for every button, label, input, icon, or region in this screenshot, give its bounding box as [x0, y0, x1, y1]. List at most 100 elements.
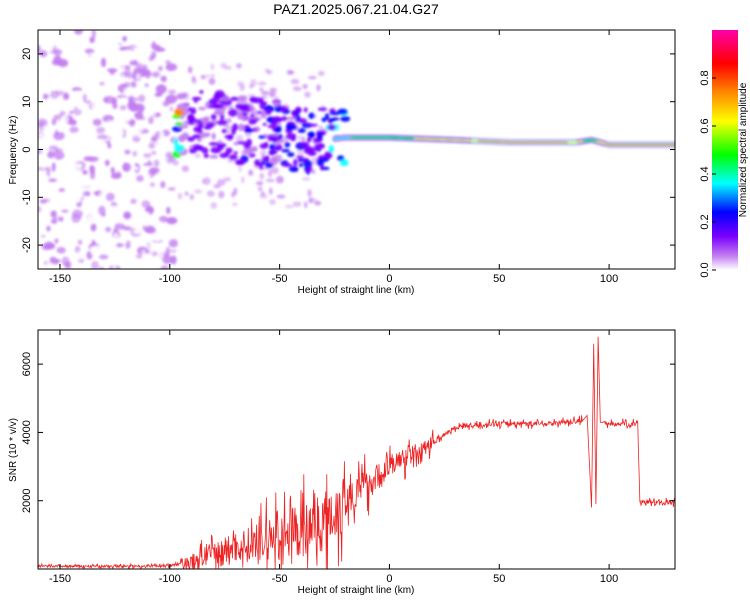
spectrogram-ridge-blob — [297, 158, 303, 163]
spectrogram-noise-blob — [69, 110, 74, 114]
spectrogram-noise-blob — [107, 86, 115, 93]
spectrogram-noise-blob — [166, 160, 174, 165]
spectrogram-noise-blob — [191, 78, 197, 84]
y-tick-label: 0 — [21, 146, 33, 152]
spectrogram-noise-blob — [123, 87, 133, 97]
spectrogram-ridge-blob — [173, 138, 179, 146]
spectrogram-noise-blob — [71, 263, 81, 269]
spectrogram-ridge-blob — [228, 108, 238, 117]
colorbar-tick-label: 0.0 — [699, 262, 711, 277]
spectrogram-noise-blob — [118, 113, 131, 124]
spectrogram-ridge-blob — [174, 108, 184, 116]
spectrogram-noise-blob — [189, 194, 194, 200]
spectrogram-noise-blob — [130, 32, 141, 37]
spectrogram-y-axis: 20 10 0 -10 -20 — [21, 48, 675, 253]
spectrogram-noise-blob — [106, 61, 119, 65]
spectrogram-noise-blob — [134, 86, 146, 91]
spectrogram-noise-blob — [304, 92, 311, 98]
spectrogram-noise-blob — [105, 192, 115, 202]
spectrogram-noise-blob — [48, 178, 58, 183]
spectrogram-noise-blob — [55, 254, 63, 259]
spectrogram-noise-blob — [260, 149, 267, 157]
spectrogram-noise-blob — [96, 126, 106, 134]
spectrogram-ridge-blob — [340, 159, 349, 167]
spectrogram-noise-blob — [104, 159, 110, 167]
spectrogram-noise-blob — [138, 211, 150, 217]
spectrogram-noise-blob — [90, 223, 97, 232]
spectrogram-noise-blob — [70, 65, 82, 72]
spectrogram-noise-blob — [203, 177, 211, 186]
spectrogram-noise-blob — [82, 222, 88, 232]
spectrogram-ridge-blob — [208, 142, 219, 146]
spectrogram-ridge-blob — [192, 134, 201, 139]
spectrogram-noise-blob — [82, 93, 87, 103]
spectrogram-noise-blob — [297, 135, 304, 141]
spectrogram-ridge-blob — [321, 157, 329, 162]
spectrogram-noise-blob — [64, 261, 70, 268]
spectrogram-noise-blob — [160, 265, 170, 269]
spectrogram-noise-blob — [75, 251, 85, 261]
spectrogram-noise-blob — [169, 219, 178, 223]
spectrogram-noise-blob — [160, 156, 170, 160]
spectrogram-ridge-blob — [271, 116, 282, 123]
snr-y-axis: 2000 4000 6000 — [21, 352, 675, 513]
spectrogram-ridge-blob — [297, 118, 308, 124]
spectrogram-noise-blob — [134, 186, 139, 190]
spectrogram-noise-blob — [232, 202, 238, 206]
spectrogram-noise-blob — [110, 173, 122, 180]
spectrogram-noise-blob — [143, 153, 152, 158]
spectrogram-noise-blob — [41, 243, 51, 251]
spectrogram-noise-blob — [122, 211, 131, 220]
spectrogram-noise-blob — [314, 200, 322, 206]
spectrogram-noise-blob — [57, 226, 63, 231]
spectrogram-noise-blob — [159, 130, 165, 141]
spectrogram-noise-blob — [151, 71, 161, 78]
spectrogram-noise-blob — [135, 62, 142, 69]
spectrogram-noise-blob — [261, 91, 270, 96]
spectrogram-noise-blob — [154, 200, 165, 207]
spectrogram-ridge-blob — [213, 109, 223, 115]
spectrogram-noise-blob — [106, 68, 118, 73]
spectrogram-noise-blob — [95, 233, 100, 243]
spectrogram-noise-blob — [78, 239, 83, 245]
spectrogram-ridge-blob — [176, 93, 187, 100]
spectrogram-noise-blob — [290, 78, 300, 85]
spectrogram-noise-blob — [52, 151, 65, 160]
spectrogram-noise-blob — [56, 246, 66, 254]
spectrogram-noise-blob — [74, 90, 83, 94]
spectrogram-noise-blob — [265, 178, 275, 183]
spectrogram-noise-blob — [61, 209, 69, 213]
spectrogram-noise-blob — [169, 106, 174, 112]
spectrogram-noise-blob — [81, 182, 92, 191]
spectrogram-noise-blob — [99, 173, 109, 180]
spectrogram-noise-blob — [70, 155, 82, 162]
spectrogram-ridge-blob — [297, 128, 306, 134]
y-tick-label: 2000 — [21, 488, 33, 512]
spectrogram-noise-blob — [70, 37, 80, 48]
spectrogram-noise-blob — [130, 80, 137, 89]
spectrogram-noise-blob — [91, 30, 97, 38]
spectrogram-noise-blob — [72, 132, 80, 140]
spectrogram-noise-blob — [96, 134, 109, 140]
spectrogram-ridge-blob — [324, 151, 333, 159]
spectrogram-noise-blob — [144, 49, 152, 58]
spectrogram-noise-blob — [89, 36, 95, 44]
spectrogram-ridge-blob — [307, 132, 316, 137]
spectrogram-noise-blob — [51, 59, 63, 66]
spectrogram-noise-blob — [111, 259, 122, 266]
spectrogram-noise-blob — [83, 156, 94, 162]
spectrogram-noise-blob — [168, 239, 179, 248]
spectrogram-ridge-blob — [327, 124, 337, 131]
spectrogram-noise-blob — [163, 36, 168, 46]
spectrogram-ridge-blob — [281, 116, 288, 122]
spectrogram-noise-blob — [40, 202, 48, 212]
spectrogram-noise-blob — [42, 93, 49, 100]
spectrogram-noise-blob — [57, 126, 63, 133]
spectrogram-ridge-blob — [259, 101, 265, 110]
spectrogram-noise-blob — [135, 117, 146, 121]
spectrogram-noise-blob — [304, 201, 308, 209]
spectrogram-noise-blob — [92, 118, 102, 126]
spectrogram-noise-blob — [247, 94, 256, 98]
spectrogram-ridge-blob — [263, 141, 269, 147]
spectrogram-noise-blob — [147, 242, 155, 252]
